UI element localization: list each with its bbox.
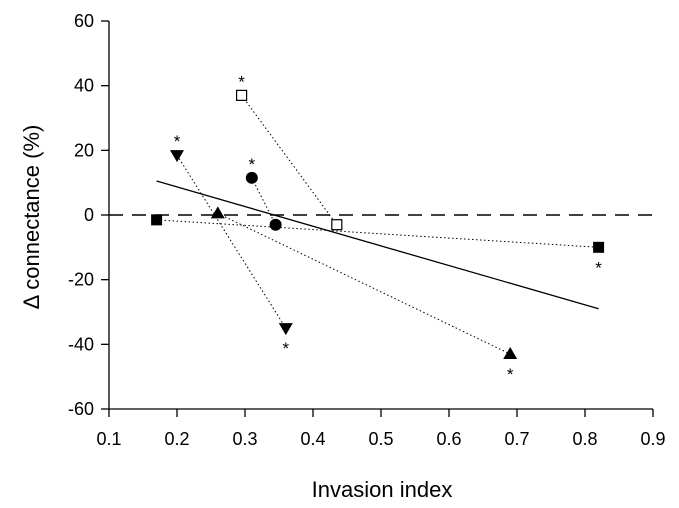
regression-line bbox=[156, 180, 599, 310]
significance-asterisk: * bbox=[174, 132, 181, 151]
y-tick-label: -60 bbox=[68, 399, 94, 419]
filled-square-point bbox=[151, 214, 163, 226]
filled-square-point bbox=[593, 241, 605, 253]
tick-labels: 60 40 20 0 -20 -40 -600.1 0.2 0.3 0.4 0.5 0.6 0.7 0.8… bbox=[68, 11, 666, 449]
y-tick-label: 20 bbox=[74, 140, 94, 160]
filled-triangle-down-point bbox=[170, 150, 184, 163]
filled-triangle-up-point bbox=[503, 347, 518, 360]
filled-circle-point bbox=[269, 218, 282, 231]
filled-triangle-up-point bbox=[210, 206, 225, 219]
series-connector bbox=[251, 177, 277, 225]
y-tick-label: 40 bbox=[74, 76, 94, 96]
x-tick-label: 0.1 bbox=[96, 429, 121, 449]
x-tick-label: 0.7 bbox=[504, 429, 529, 449]
series-connector bbox=[176, 154, 287, 329]
x-tick-label: 0.3 bbox=[232, 429, 257, 449]
y-axis-title: Δ connectance (%) bbox=[19, 125, 44, 310]
significance-asterisk: * bbox=[507, 365, 514, 384]
open-square-point bbox=[236, 89, 248, 101]
filled-triangle-down-point bbox=[278, 323, 293, 336]
x-tick-label: 0.4 bbox=[300, 429, 325, 449]
x-tick-label: 0.2 bbox=[164, 429, 189, 449]
x-tick-label: 0.8 bbox=[572, 429, 597, 449]
data-points: * * * * * * bbox=[151, 72, 605, 384]
y-tick-label: -40 bbox=[68, 334, 94, 354]
axes bbox=[101, 20, 654, 417]
x-tick-label: 0.5 bbox=[368, 429, 393, 449]
y-tick-label: 0 bbox=[84, 205, 94, 225]
significance-asterisk: * bbox=[282, 339, 289, 358]
y-tick-label: -20 bbox=[68, 270, 94, 290]
significance-asterisk: * bbox=[595, 258, 602, 277]
y-tick-label: 60 bbox=[74, 11, 94, 31]
significance-asterisk: * bbox=[238, 72, 245, 91]
x-tick-label: 0.6 bbox=[436, 429, 461, 449]
open-square-point bbox=[331, 219, 343, 231]
connector-lines bbox=[109, 95, 653, 355]
series-connector bbox=[241, 95, 338, 225]
series-connector bbox=[217, 212, 511, 355]
filled-circle-point bbox=[245, 171, 258, 184]
x-tick-label: 0.9 bbox=[640, 429, 665, 449]
series-connector bbox=[156, 219, 599, 248]
significance-asterisk: * bbox=[248, 155, 255, 174]
x-axis-title: Invasion index bbox=[312, 477, 453, 502]
